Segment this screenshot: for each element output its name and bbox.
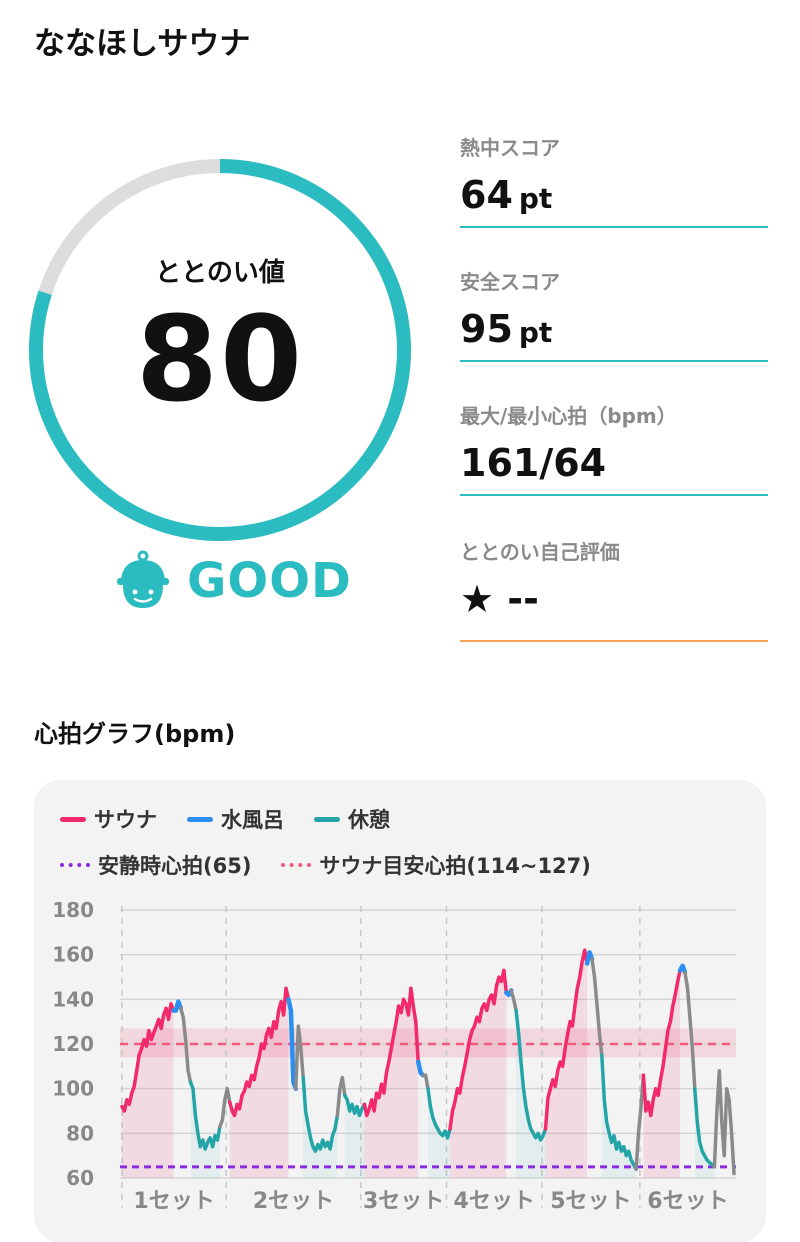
water-line (171, 999, 184, 1013)
other-line (179, 1006, 193, 1084)
other-line (712, 1069, 736, 1176)
x-tick-label: 4セット (454, 1189, 535, 1214)
rest-line (600, 1053, 638, 1171)
legend-swatch (60, 816, 86, 822)
x-tick-label: 3セット (363, 1189, 444, 1214)
rest-area (303, 1077, 338, 1178)
metric-value: 64 pt (460, 173, 553, 217)
sauna-line (120, 1002, 176, 1113)
legend-resting-hr: 安静時心拍(65) (60, 850, 251, 880)
other-line (590, 957, 604, 1057)
rest-area (190, 1081, 220, 1178)
metric-label: 安全スコア (460, 270, 560, 294)
y-tick-label: 120 (52, 1032, 94, 1056)
other-line (294, 1024, 305, 1091)
metric-label: ととのい自己評価 (460, 540, 620, 564)
sauna-line (448, 968, 509, 1131)
water-line (584, 950, 595, 966)
rest-line (426, 1086, 452, 1140)
sauna-area (545, 950, 588, 1178)
legend-target-hr: サウナ目安心拍(114~127) (281, 850, 591, 880)
rest-area (694, 1088, 715, 1178)
x-tick-label: 5セット (550, 1189, 631, 1214)
other-line (683, 970, 697, 1091)
metric-heat-score: 熱中スコア 64 pt (460, 132, 768, 228)
metric-label: 熱中スコア (460, 136, 560, 160)
legend-water: 水風呂 (187, 804, 284, 834)
gauge-value: 80 (135, 290, 305, 428)
y-tick-label: 180 (52, 898, 94, 922)
legend-swatch (187, 816, 213, 822)
sauna-line (641, 968, 682, 1118)
y-tick-label: 160 (52, 943, 94, 967)
sauna-area (122, 1003, 174, 1178)
sauna-line (543, 948, 589, 1131)
divider (460, 494, 768, 496)
divider (460, 640, 768, 642)
legend-rest: 休憩 (314, 804, 390, 834)
sauna-line (362, 986, 420, 1118)
rest-line (693, 1086, 717, 1169)
legend-swatch (314, 816, 340, 822)
x-tick-label: 1セット (133, 1189, 214, 1214)
water-line (415, 1059, 426, 1078)
metric-label: 最大/最小心拍（bpm） (460, 404, 677, 428)
metric-heart-rate: 最大/最小心拍（bpm） 161/64 (460, 400, 768, 496)
sauna-area (450, 970, 507, 1178)
metric-value: 95 pt (460, 307, 553, 351)
y-tick-label: 80 (66, 1121, 94, 1145)
heart-rate-chart-card: サウナ 水風呂 休憩 安静時心拍(65) サウナ目安心拍(114~127) 60… (34, 780, 766, 1242)
gauge-label: ととのい値 (155, 258, 285, 288)
other-line (634, 1073, 646, 1171)
rest-line (301, 1075, 340, 1153)
water-line (677, 963, 688, 975)
y-tick-label: 100 (52, 1077, 94, 1101)
other-line (421, 1073, 430, 1091)
divider (460, 360, 768, 362)
legend-swatch (60, 863, 90, 867)
star-rating-value[interactable]: ★ -- (460, 577, 539, 621)
sauna-area (229, 988, 289, 1178)
divider (460, 226, 768, 228)
x-tick-label: 2セット (253, 1189, 334, 1214)
other-line (218, 1086, 232, 1129)
rating: GOOD (115, 550, 352, 612)
rating-label: GOOD (187, 553, 352, 609)
y-tick-label: 140 (52, 987, 94, 1011)
legend-row-references: 安静時心拍(65) サウナ目安心拍(114~127) (60, 850, 591, 880)
metric-value: 161/64 (460, 441, 607, 485)
gauge-progress (29, 159, 411, 541)
rest-line (514, 1008, 548, 1142)
legend-sauna: サウナ (60, 804, 157, 834)
graph-title: 心拍グラフ(bpm) (34, 720, 236, 748)
page-title: ななほしサウナ (34, 26, 251, 62)
x-tick-label: 6セット (647, 1189, 728, 1214)
totonoi-gauge (29, 159, 411, 541)
sauna-line (227, 986, 291, 1118)
rest-line (188, 1080, 222, 1151)
sauna-hat-face-icon (117, 550, 169, 608)
metric-self-rating[interactable]: ととのい自己評価 ★ -- (460, 536, 768, 642)
legend-row-phases: サウナ 水風呂 休憩 (60, 804, 390, 834)
sauna-area (364, 988, 419, 1178)
heart-rate-chart: 60 80 100 120 140 160 180 1セット 2セット 3セット 4セット 5セット 6… (52, 898, 736, 1214)
other-line (509, 988, 518, 1013)
metric-safety-score: 安全スコア 95 pt (460, 266, 768, 362)
y-tick-label: 60 (66, 1166, 94, 1190)
other-line (335, 1075, 347, 1118)
rest-line (343, 1093, 367, 1118)
legend-swatch (281, 863, 312, 867)
rest-area (601, 1055, 637, 1178)
